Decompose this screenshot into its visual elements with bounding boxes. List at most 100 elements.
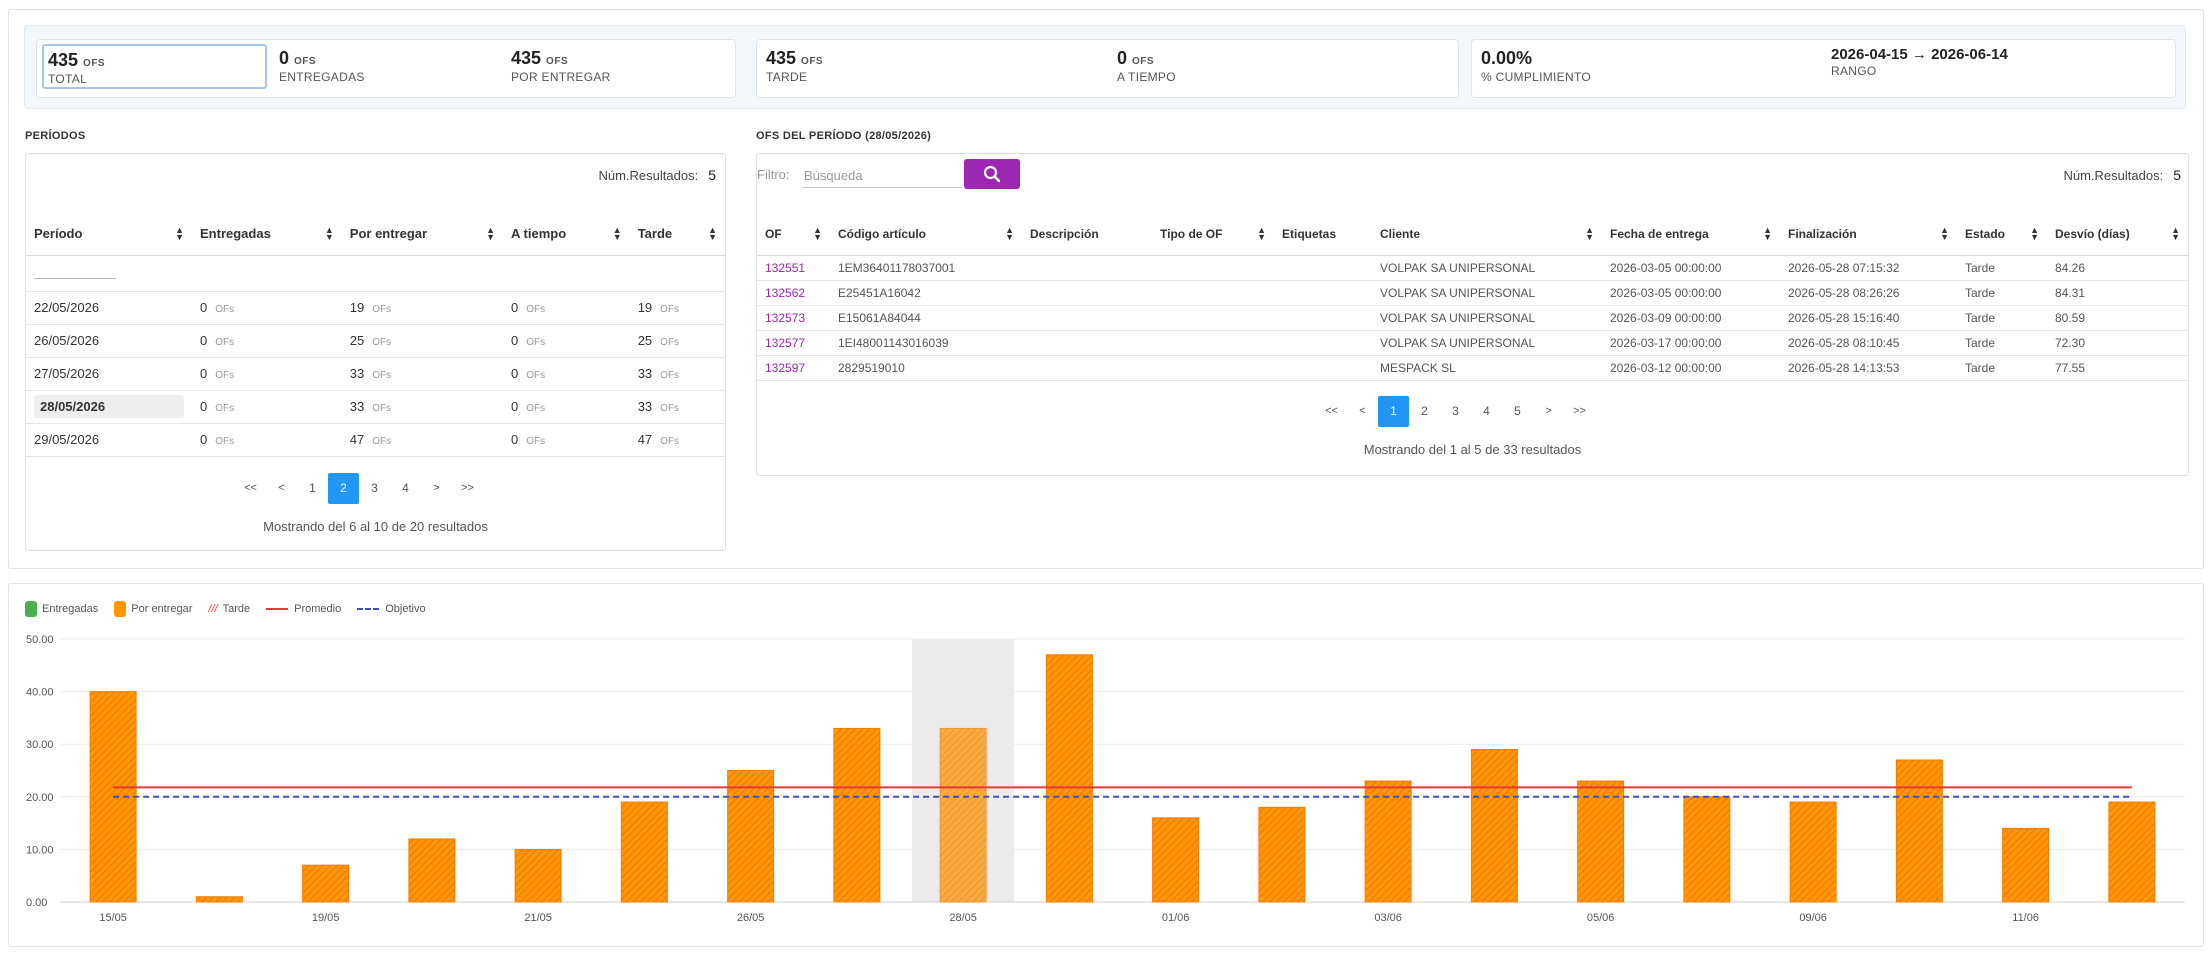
pager-page[interactable]: 4 [1483,404,1490,418]
col-codigo-articulo[interactable]: Código artículo ▲ ▼ [830,213,1022,256]
col-estado-label: Estado [1965,226,2006,241]
bar [1364,780,1412,903]
y-tick-label: 10.00 [26,844,54,856]
table-row[interactable]: 27/05/2026 0 OFs 33 OFs 0 OFs 33 OFs [26,357,725,391]
cell-fecha-entrega: 2026-03-05 00:00:00 [1602,255,1780,281]
kpi-por-entregar[interactable]: 435 OFS POR ENTREGAR [507,44,732,89]
pager-page[interactable]: 3 [371,481,378,495]
cell-fecha-entrega: 2026-03-09 00:00:00 [1602,305,1780,331]
bar [1045,654,1093,903]
table-row[interactable]: 28/05/2026 0 OFs 33 OFs 0 OFs 33 OFs [26,390,725,424]
col-a-tiempo[interactable]: A tiempo ▲ ▼ [503,213,630,256]
table-row[interactable]: 132577 1EI48001143016039 VOLPAK SA UNIPERS… [757,330,2188,356]
table-row[interactable]: 132562 E25451A16042 VOLPAK SA UNIPERSONAL 2… [757,280,2188,306]
cell-periodo-value: 27/05/2026 [34,366,100,381]
periodo-filter-input[interactable] [34,265,116,279]
cell-fecha-entrega: 2026-03-12 00:00:00 [1602,355,1780,381]
table-row[interactable]: 132597 2829519010 MESPACK SL 2026-03-12 00:… [757,355,2188,381]
sort-icon: ▲ ▼ [1763,225,1772,242]
cell-codigo-articulo: 2829519010 [830,355,1022,381]
cell-cliente: MESPACK SL [1372,355,1602,381]
kpi-total[interactable]: 435 OFS TOTAL [42,44,267,89]
search-input[interactable] [802,164,962,188]
y-tick-label: 30.00 [26,739,54,751]
pager-next[interactable]: > [433,482,440,494]
cell-tarde: 47 OFs [629,423,725,457]
pager-next[interactable]: > [1545,405,1552,417]
col-of[interactable]: OF ▲ ▼ [757,213,830,256]
kpi-a-tiempo[interactable]: 0 OFS A TIEMPO [1113,44,1413,89]
kpi-total-value: 435 [48,50,79,70]
legend-item-por-entregar[interactable]: Por entregar [114,601,192,617]
cell-entregadas: 0 OFs [192,324,342,358]
x-tick-label: 19/05 [312,912,340,924]
pager-page[interactable]: 1 [309,481,316,495]
col-entregadas[interactable]: Entregadas ▲ ▼ [192,213,342,256]
cell-tarde: 25 OFs [629,324,725,358]
table-row[interactable]: 132573 E15061A84044 VOLPAK SA UNIPERSONAL 2… [757,305,2188,331]
pager-page[interactable]: 1 [1378,396,1409,427]
kpi-total-label: TOTAL [48,72,88,86]
cell-fecha-entrega: 2026-03-05 00:00:00 [1602,280,1780,306]
cell-entregadas: 0 OFs [192,423,342,457]
table-row[interactable]: 22/05/2026 0 OFs 19 OFs 0 OFs 19 OFs [26,291,725,325]
kpi-por-entregar-value: 435 [511,48,542,68]
x-tick-label: 15/05 [99,912,127,924]
col-fecha-entrega[interactable]: Fecha de entrega ▲ ▼ [1602,213,1780,256]
col-estado[interactable]: Estado ▲ ▼ [1957,213,2047,256]
pager-first[interactable]: << [1325,405,1338,417]
pager-page[interactable]: 2 [1421,404,1428,418]
cell-unit: OFs [215,403,235,414]
table-row[interactable]: 26/05/2026 0 OFs 25 OFs 0 OFs 25 OFs [26,324,725,358]
col-tarde[interactable]: Tarde ▲ ▼ [629,213,725,256]
col-finalizacion[interactable]: Finalización ▲ ▼ [1780,213,1957,256]
col-tipo-of[interactable]: Tipo de OF ▲ ▼ [1152,213,1274,256]
kpi-group-timing: 435 OFS TARDE 0 OFS A TIEMPO [756,39,1459,98]
col-descripcion[interactable]: Descripción [1022,213,1152,256]
cell-tipo-of [1152,280,1274,306]
cell-of[interactable]: 132597 [757,355,830,381]
legend-item-entregadas[interactable]: Entregadas [25,601,98,617]
cell-unit: OFs [215,370,235,381]
kpi-a-tiempo-unit: OFS [1132,56,1155,67]
sort-icon: ▲ ▼ [175,225,184,242]
table-row[interactable]: 29/05/2026 0 OFs 47 OFs 0 OFs 47 OFs [26,423,725,457]
pager-last[interactable]: >> [461,482,474,494]
legend-item-objetivo[interactable]: Objetivo [357,603,426,615]
pager-page[interactable]: 2 [328,473,359,504]
cell-por-entregar-value: 33 [349,366,365,381]
cell-entregadas-value: 0 [200,366,208,381]
legend-item-tarde[interactable]: /// Tarde [208,603,250,615]
cell-of[interactable]: 132551 [757,255,830,281]
kpi-entregadas[interactable]: 0 OFS ENTREGADAS [275,44,500,89]
search-button[interactable] [964,159,1020,189]
pager-last[interactable]: >> [1573,405,1586,417]
ofs-num-results-value: 5 [2173,167,2181,183]
pager-prev[interactable]: < [278,482,285,494]
cell-etiquetas [1274,305,1372,331]
cell-of[interactable]: 132577 [757,330,830,356]
table-row[interactable]: 132551 1EM36401178037001 VOLPAK SA UNIPERS… [757,255,2188,281]
pager-page[interactable]: 3 [1452,404,1459,418]
cell-tarde: 19 OFs [629,291,725,325]
cell-periodo: 22/05/2026 [26,291,192,325]
cell-entregadas: 0 OFs [192,357,342,391]
periodos-showing: Mostrando del 6 al 10 de 20 resultados [263,519,488,534]
col-cliente[interactable]: Cliente ▲ ▼ [1372,213,1602,256]
kpi-tarde[interactable]: 435 OFS TARDE [762,44,1062,89]
pager-page[interactable]: 4 [402,481,409,495]
cell-a-tiempo-value: 0 [511,366,519,381]
col-por-entregar[interactable]: Por entregar ▲ ▼ [341,213,504,256]
col-desvio[interactable]: Desvío (días) ▲ ▼ [2047,213,2188,256]
pager-first[interactable]: << [244,482,257,494]
periodo-filter[interactable] [26,255,192,292]
col-etiquetas[interactable]: Etiquetas [1274,213,1372,256]
cell-a-tiempo-value: 0 [511,300,519,315]
pager-prev[interactable]: < [1359,405,1366,417]
pager-page[interactable]: 5 [1514,404,1521,418]
cell-of[interactable]: 132573 [757,305,830,331]
cell-of[interactable]: 132562 [757,280,830,306]
sort-icon: ▲ ▼ [1005,225,1014,242]
col-periodo[interactable]: Período ▲ ▼ [26,213,192,256]
legend-item-promedio[interactable]: Promedio [266,603,341,615]
